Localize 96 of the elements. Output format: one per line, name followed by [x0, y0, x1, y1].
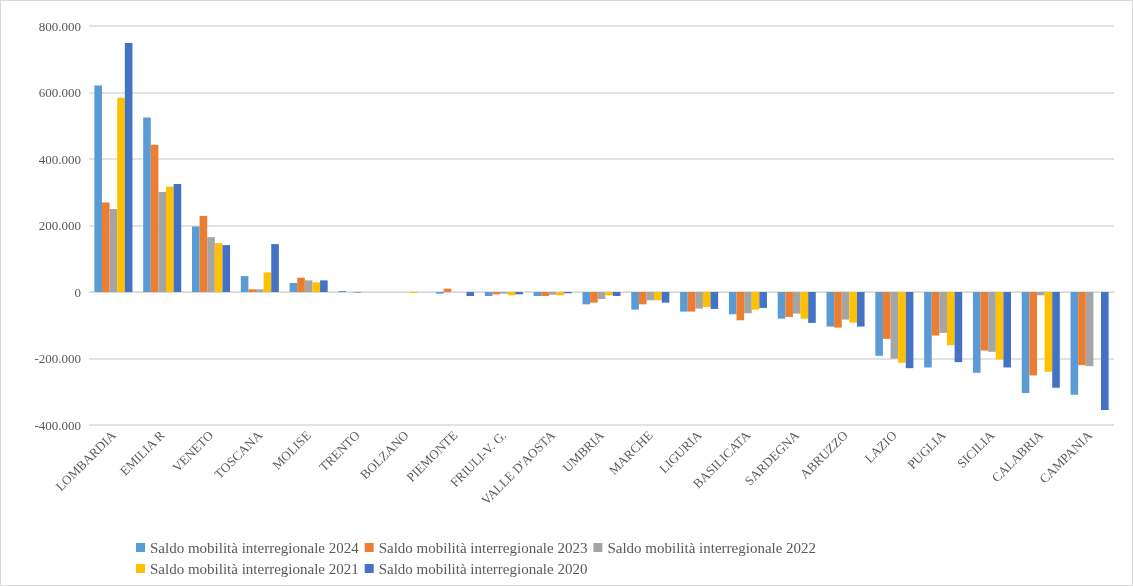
legend-label: Saldo mobilità interregionale 2022: [607, 539, 817, 556]
bar: [271, 244, 279, 292]
bar: [898, 292, 906, 363]
bar: [297, 277, 305, 292]
bar: [240, 276, 249, 292]
bar: [150, 144, 159, 292]
bar: [109, 208, 118, 292]
bar: [980, 292, 989, 351]
bar: [1070, 292, 1079, 395]
bar: [1036, 292, 1045, 296]
bar: [849, 292, 857, 323]
y-tick-label: 600.000: [38, 85, 81, 100]
bar: [954, 292, 963, 363]
bar: [533, 292, 542, 296]
bar: [191, 226, 200, 292]
y-tick-label: 800.000: [38, 18, 81, 34]
bar: [158, 191, 167, 292]
legend-label: Saldo mobilità interregionale 2021: [150, 560, 359, 577]
bar: [222, 245, 231, 292]
bar: [905, 292, 914, 369]
bar: [556, 292, 565, 296]
bar: [638, 292, 647, 305]
bar: [702, 292, 711, 307]
bar: [759, 292, 767, 308]
bar: [680, 292, 688, 312]
bar: [826, 292, 835, 327]
bar: [800, 292, 809, 319]
bar: [214, 243, 223, 292]
bar: [972, 292, 981, 373]
bar: [875, 292, 883, 356]
legend-label: Saldo mobilità interregionale 2024: [150, 539, 360, 556]
bar: [777, 292, 786, 319]
bar: [612, 292, 621, 296]
bar: [548, 292, 557, 295]
bar: [736, 292, 745, 321]
legend-label: Saldo mobilità interregionale 2020: [378, 560, 588, 577]
y-tick-label: -200.000: [34, 351, 81, 366]
bar: [256, 289, 264, 292]
bar: [541, 292, 549, 296]
bar: [834, 292, 842, 328]
bar: [590, 292, 598, 303]
bar: [304, 280, 313, 292]
bar: [173, 183, 182, 292]
bar: [1085, 292, 1094, 367]
bar: [687, 292, 696, 312]
bar: [484, 292, 493, 296]
bar: [792, 292, 801, 314]
bar: [263, 272, 272, 292]
bar: [988, 292, 996, 352]
y-tick-label: 200.000: [38, 218, 81, 233]
bar: [199, 215, 208, 292]
bar: [117, 97, 125, 292]
bar: [248, 289, 257, 292]
bar: [695, 292, 703, 309]
bar: [320, 280, 328, 292]
bar: [995, 292, 1004, 360]
bar: [728, 292, 737, 315]
bar: [710, 292, 719, 309]
bar: [841, 292, 850, 320]
bar: [124, 42, 133, 292]
bar: [1078, 292, 1086, 366]
bar: [466, 292, 475, 296]
bar: [882, 292, 891, 339]
bar: [582, 292, 591, 305]
bar: [939, 292, 947, 333]
bar: [924, 292, 932, 368]
bar: [143, 117, 151, 292]
bar: [597, 292, 606, 299]
bar: [751, 292, 760, 310]
legend-label: Saldo mobilità interregionale 2023: [378, 539, 588, 556]
bar: [1101, 292, 1109, 411]
bar: [661, 292, 670, 303]
y-tick-label: 0: [74, 284, 81, 300]
bar: [101, 202, 110, 292]
bar: [1044, 292, 1053, 372]
bar: [856, 292, 865, 327]
bar: [1052, 292, 1060, 388]
bar: [1029, 292, 1037, 376]
bar: [1021, 292, 1030, 394]
bar: [94, 85, 102, 292]
bar: [931, 292, 940, 336]
bar: [744, 292, 752, 314]
bar: [890, 292, 899, 359]
y-tick-label: 400.000: [38, 151, 81, 167]
bar: [605, 292, 613, 296]
bar: [312, 282, 321, 292]
bar: [631, 292, 639, 310]
bar: [946, 292, 955, 346]
y-tick-label: -400.000: [34, 417, 81, 433]
bar: [808, 292, 816, 323]
bar: [654, 292, 662, 301]
bar: [166, 186, 174, 292]
bar: [207, 237, 215, 292]
bar: [1003, 292, 1012, 368]
bar: [785, 292, 793, 317]
bar: [289, 283, 298, 292]
